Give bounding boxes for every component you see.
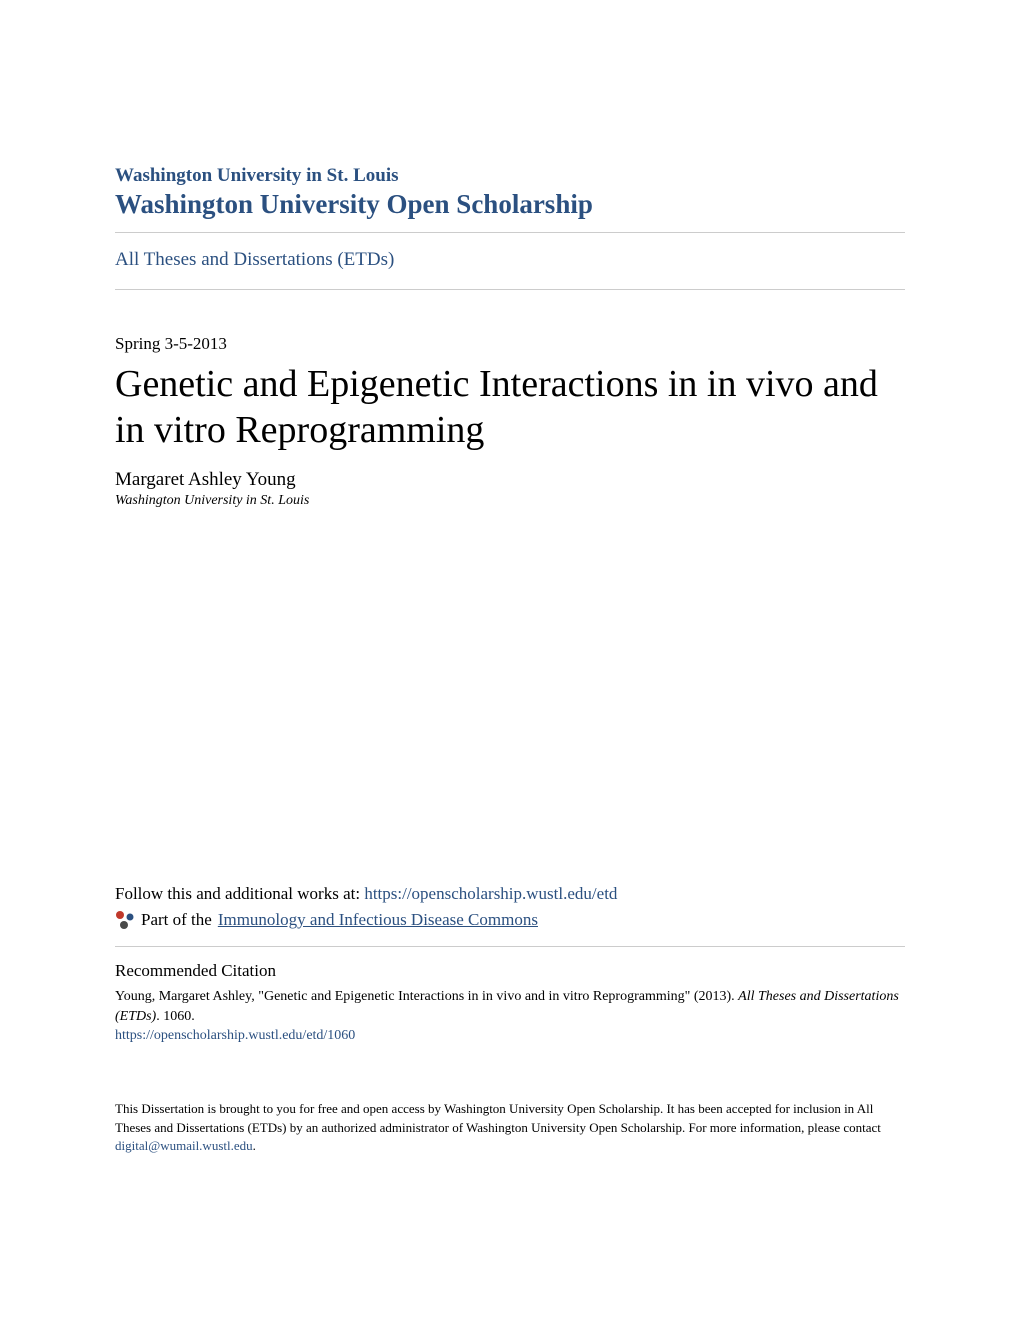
document-metadata: Spring 3-5-2013 Genetic and Epigenetic I… bbox=[115, 334, 905, 509]
divider-links bbox=[115, 946, 905, 947]
citation-before: Young, Margaret Ashley, "Genetic and Epi… bbox=[115, 989, 738, 1004]
citation-header: Recommended Citation bbox=[115, 961, 905, 981]
footer-after-link: . bbox=[253, 1138, 256, 1153]
commons-link[interactable]: Immunology and Infectious Disease Common… bbox=[218, 910, 538, 930]
part-of-line: Part of the Immunology and Infectious Di… bbox=[115, 910, 905, 930]
links-section: Follow this and additional works at: htt… bbox=[115, 884, 905, 947]
footer-spacer bbox=[115, 1044, 905, 1100]
citation-section: Recommended Citation Young, Margaret Ash… bbox=[115, 961, 905, 1044]
publication-date: Spring 3-5-2013 bbox=[115, 334, 905, 354]
contact-email-link[interactable]: digital@wumail.wustl.edu bbox=[115, 1138, 253, 1153]
follow-url-link[interactable]: https://openscholarship.wustl.edu/etd bbox=[364, 884, 617, 903]
network-icon bbox=[115, 910, 135, 930]
document-title: Genetic and Epigenetic Interactions in i… bbox=[115, 362, 905, 453]
footer-before-link: This Dissertation is brought to you for … bbox=[115, 1101, 881, 1134]
document-header: Washington University in St. Louis Washi… bbox=[115, 165, 905, 290]
collection-link[interactable]: All Theses and Dissertations (ETDs) bbox=[115, 249, 394, 271]
part-of-text: Part of the bbox=[141, 910, 212, 930]
repository-name[interactable]: Washington University Open Scholarship bbox=[115, 189, 905, 220]
footer-text: This Dissertation is brought to you for … bbox=[115, 1100, 905, 1155]
divider-bottom bbox=[115, 289, 905, 290]
content-spacer bbox=[115, 509, 905, 884]
follow-works-line: Follow this and additional works at: htt… bbox=[115, 884, 905, 904]
author-affiliation: Washington University in St. Louis bbox=[115, 493, 905, 509]
divider-top bbox=[115, 232, 905, 233]
citation-after: . 1060. bbox=[156, 1009, 195, 1024]
institution-name: Washington University in St. Louis bbox=[115, 165, 905, 187]
author-name: Margaret Ashley Young bbox=[115, 469, 905, 491]
citation-text: Young, Margaret Ashley, "Genetic and Epi… bbox=[115, 987, 905, 1026]
follow-text: Follow this and additional works at: bbox=[115, 884, 364, 903]
citation-url-link[interactable]: https://openscholarship.wustl.edu/etd/10… bbox=[115, 1028, 905, 1044]
